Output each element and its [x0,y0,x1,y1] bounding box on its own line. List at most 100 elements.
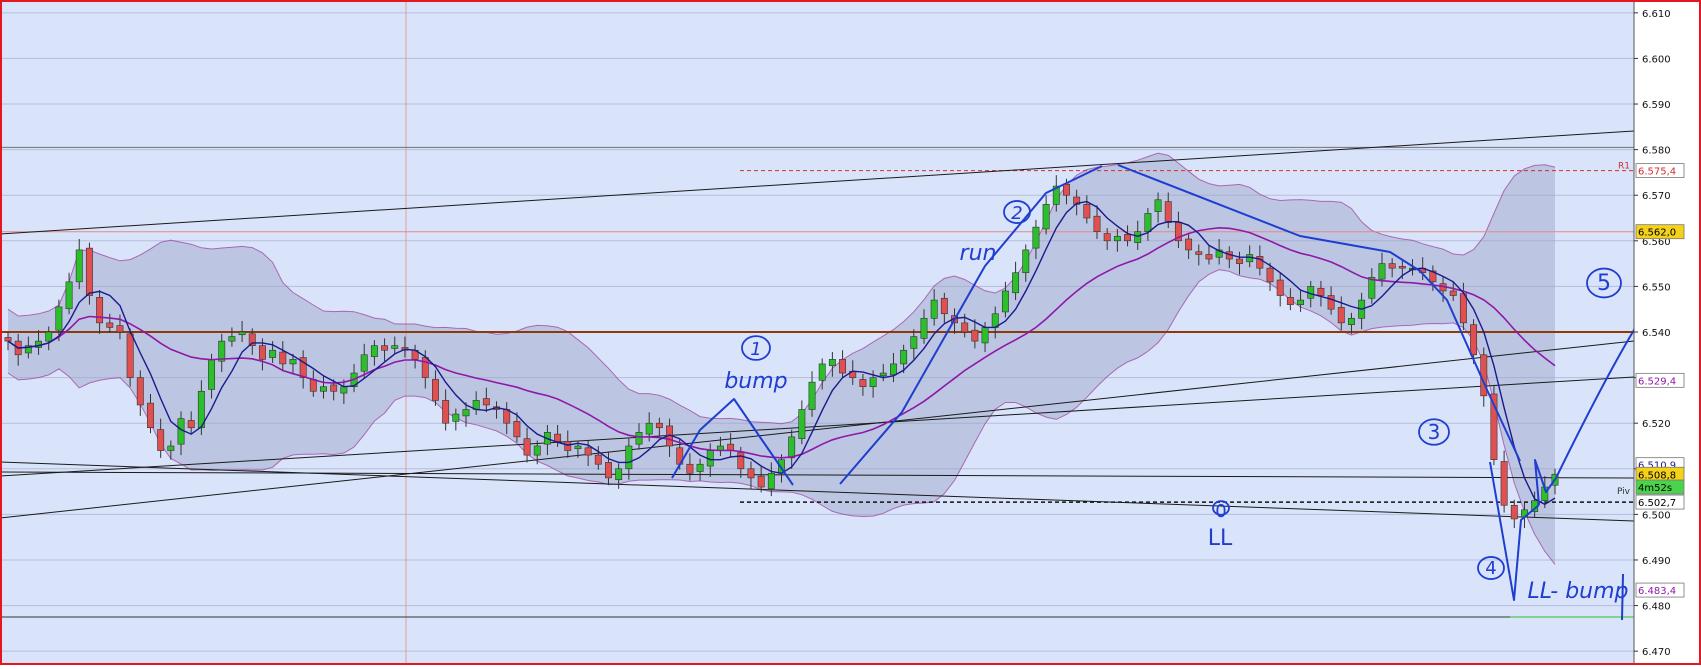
candle-body [1042,204,1050,230]
candle-body [1032,226,1040,249]
candle-body [605,462,612,479]
candle-body [655,422,663,429]
candle-body [635,432,643,445]
candle-body [187,420,195,429]
candle-body [462,409,470,417]
fast-moving-average [7,200,1556,506]
candle-body [1470,324,1478,356]
price-tag-label: 4m52s [1638,483,1672,494]
candle-body [1103,233,1111,242]
axis-tick-label: 6.470 [1642,647,1671,658]
candle-body [1001,290,1009,313]
candle-body [432,379,439,401]
hand-drawings [671,149,1701,621]
candle-body [513,421,521,438]
candle-body [452,413,460,422]
candle-body [808,381,816,410]
trend-line [0,340,1635,519]
price-tag-box [1635,224,1685,240]
candle-body [96,297,104,324]
price-tag-box [1635,582,1685,598]
axis-tick-label: 6.610 [1642,9,1671,20]
candle-body [85,247,93,296]
candle-body [879,372,887,377]
annotation-5: 5 [1597,271,1611,296]
bollinger-fill [8,153,1555,565]
candle-body [340,386,348,394]
horizontal-levels [0,146,1634,618]
candle-body [197,390,205,429]
candle-body [1215,249,1223,258]
candle-body [238,331,246,336]
candle-body [920,318,928,339]
candle-body [788,436,796,459]
annotation-bump: bump [724,369,787,394]
candle-body [75,249,83,283]
candle-body [279,351,287,365]
candle-body [523,438,531,456]
candle-body [869,377,877,388]
annotation-4: 4 [1485,558,1496,579]
price-tag-label: 6.510,9 [1638,461,1676,472]
annotation-marker-1: 1 [750,339,761,360]
candle-body [1063,183,1070,196]
candle-body [1286,297,1294,305]
candle-body [564,441,572,451]
candle-body [391,345,399,349]
candle-body [981,327,989,344]
candle-body [45,331,53,342]
price-axis[interactable]: 6.4706.4806.4906.5006.5106.5206.5306.540… [1617,0,1701,665]
ink-circle [1477,556,1505,580]
axis-tick-label: 6.550 [1642,282,1671,293]
ink-circle [741,335,771,361]
slow-moving-average [7,226,1556,459]
candle-body [218,340,226,362]
candle-body [126,333,134,378]
ink-stroke [671,398,794,486]
candle-body [1276,279,1284,296]
axis-tick-label: 6.520 [1642,419,1671,430]
candle-body [1012,272,1020,294]
candle-body [1398,266,1406,269]
candle-body [24,345,32,354]
trend-line [0,461,1635,522]
price-tag-box [1635,372,1685,388]
candle-body [106,322,114,328]
axis-background [1634,0,1701,665]
candle-body [1490,393,1498,460]
candle-body [258,345,266,360]
price-tag-label: 6.575,4 [1638,167,1676,178]
candle-body [65,281,73,310]
candle-body [818,363,826,381]
candle-body [503,409,511,424]
candle-body [910,336,918,349]
ink-circle [1003,200,1031,224]
candle-body [971,329,979,342]
annotation-3: 3 [1428,420,1441,444]
candle-body [1500,461,1508,506]
candle-body [1327,295,1335,310]
candle-body [1510,504,1518,520]
candle-body [299,357,307,378]
candle-body [1154,199,1162,212]
axis-tick-label: 6.600 [1642,54,1671,65]
price-tag-box [1635,479,1685,495]
candle-body [574,445,582,450]
candle-body [1205,254,1213,260]
candle-body [208,359,216,390]
candle-body [747,468,755,479]
level-label: R1 [1618,162,1630,172]
ink-stroke [1489,461,1540,601]
candle-body [554,433,562,442]
candle-body [686,463,694,474]
candle-body [1337,307,1345,324]
candle-body [1459,293,1467,324]
ink-stroke [1117,164,1521,462]
annotation-run: run [960,241,997,266]
candle-body [269,349,277,358]
candle-body [1093,215,1101,232]
ink-circle [1212,500,1230,516]
bollinger-upper [7,152,1556,425]
